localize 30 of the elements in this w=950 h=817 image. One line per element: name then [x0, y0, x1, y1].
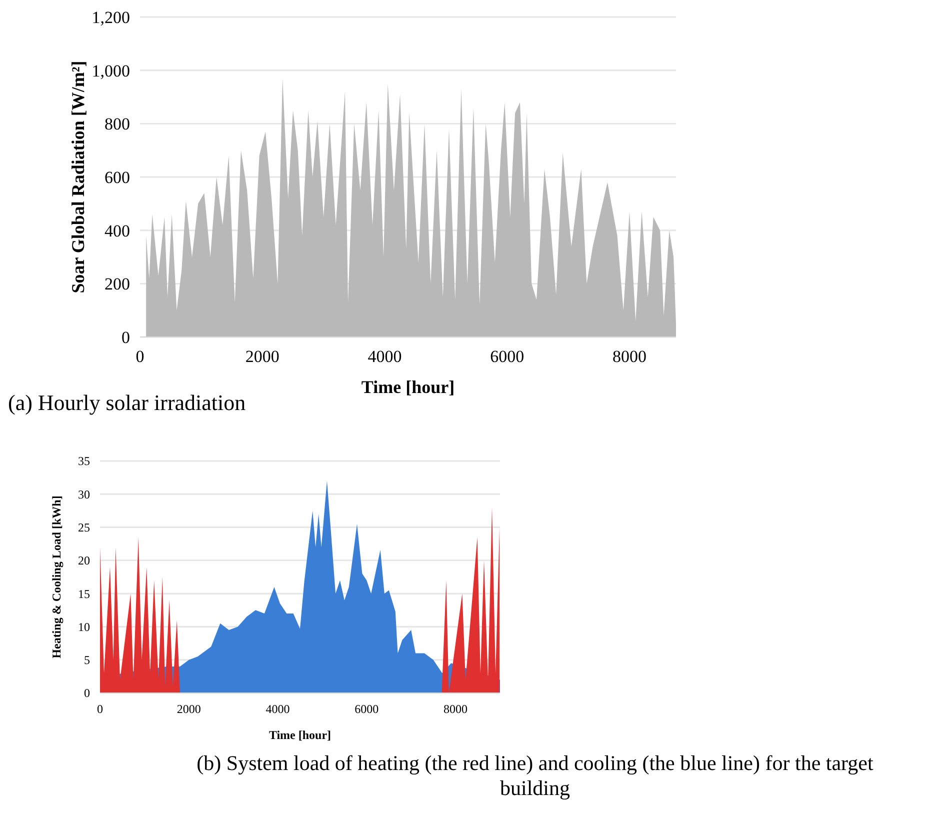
y-tick-label: 400 [104, 221, 130, 240]
x-tick-label: 8000 [612, 347, 646, 366]
x-tick-label: 6000 [490, 347, 524, 366]
x-tick-label: 8000 [444, 702, 468, 716]
y-tick-label: 15 [78, 586, 90, 601]
y-axis-title: Heating & Cooling Load [kWh] [49, 496, 64, 658]
x-tick-label: 4000 [266, 702, 290, 716]
y-tick-label: 0 [122, 328, 130, 347]
x-tick-label: 4000 [368, 347, 402, 366]
y-tick-label: 0 [84, 686, 90, 700]
y-tick-label: 800 [104, 114, 130, 134]
x-tick-label: 2000 [176, 702, 201, 716]
x-axis-title: Time [hour] [361, 377, 455, 397]
y-tick-label: 600 [104, 168, 130, 187]
x-tick-label: 0 [136, 347, 144, 366]
y-tick-label: 200 [104, 274, 130, 294]
y-tick-label: 35 [78, 454, 90, 468]
text: (a) Hourly solar irradiation [8, 390, 246, 415]
x-tick-label: 6000 [354, 702, 379, 716]
y-axis-title: Soar Global Radiation [W/m²] [68, 60, 88, 294]
x-tick-label: 2000 [245, 347, 280, 366]
x-axis-title: Time [hour] [268, 728, 332, 742]
y-tick-label: 1,200 [92, 8, 130, 27]
y-tick-label: 20 [78, 554, 90, 568]
y-tick-label: 10 [78, 620, 90, 634]
y-tick-label: 25 [78, 520, 90, 534]
y-tick-label: 30 [78, 487, 90, 502]
y-tick-label: 5 [84, 653, 90, 668]
text: (b) System load of heating (the red line) and cooling (the blue line) for the target building [196, 751, 874, 800]
y-tick-label: 1,000 [92, 61, 130, 80]
